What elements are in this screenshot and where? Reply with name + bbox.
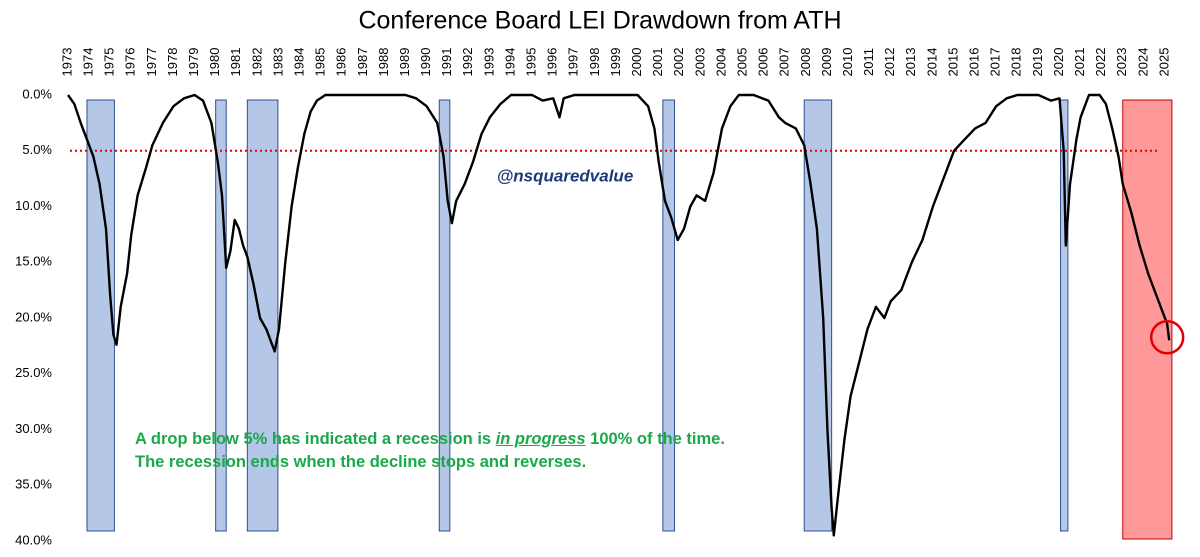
- x-tick-label: 1996: [545, 48, 560, 77]
- x-tick-label: 1976: [123, 48, 138, 77]
- current-shade: [1122, 99, 1173, 540]
- recession-shade: [438, 99, 451, 532]
- recession-shade: [86, 99, 115, 532]
- x-tick-label: 2019: [1030, 48, 1045, 77]
- x-tick-label: 1995: [524, 48, 539, 77]
- recession-shade: [1060, 99, 1069, 532]
- y-tick-label: 10.0%: [15, 198, 52, 213]
- annotation-text: A drop below 5% has indicated a recessio…: [135, 430, 492, 448]
- x-tick-label: 2025: [1156, 48, 1171, 77]
- x-tick-label: 2006: [756, 48, 771, 77]
- x-tick-label: 1979: [186, 48, 201, 77]
- annotation-line: The recession ends when the decline stop…: [135, 453, 587, 471]
- y-tick-label: 20.0%: [15, 309, 52, 324]
- x-tick-label: 2016: [967, 48, 982, 77]
- x-tick-label: 2021: [1072, 48, 1087, 77]
- recession-shade: [246, 99, 279, 532]
- chart-title: Conference Board LEI Drawdown from ATH: [358, 7, 841, 35]
- x-tick-label: 2002: [671, 48, 686, 77]
- annotation-emphasis: in progress: [495, 430, 586, 448]
- annotation-line: A drop below 5% has indicated a recessio…: [135, 428, 725, 451]
- x-tick-label: 1983: [270, 48, 285, 77]
- y-tick-label: 5.0%: [22, 142, 52, 157]
- x-tick-label: 2000: [629, 48, 644, 77]
- x-tick-label: 2020: [1051, 48, 1066, 77]
- x-tick-label: 1998: [587, 48, 602, 77]
- x-tick-label: 2003: [692, 48, 707, 77]
- highlight-circle: [1149, 320, 1185, 355]
- x-tick-label: 2017: [988, 48, 1003, 77]
- x-tick-label: 1990: [418, 48, 433, 77]
- x-tick-label: 1977: [144, 48, 159, 77]
- x-tick-label: 2011: [861, 48, 876, 76]
- x-tick-label: 1986: [334, 48, 349, 77]
- annotation: A drop below 5% has indicated a recessio…: [135, 428, 725, 474]
- x-tick-label: 2022: [1093, 48, 1108, 77]
- y-tick-label: 25.0%: [15, 365, 52, 380]
- x-tick-label: 1984: [291, 48, 306, 77]
- y-tick-label: 15.0%: [15, 254, 52, 269]
- x-tick-label: 1992: [460, 48, 475, 77]
- x-tick-label: 1999: [608, 48, 623, 77]
- x-tick-label: 1980: [207, 48, 222, 77]
- x-tick-label: 2009: [819, 48, 834, 77]
- watermark: @nsquaredvalue: [497, 166, 634, 185]
- y-tick-label: 35.0%: [15, 477, 52, 492]
- y-tick-label: 40.0%: [15, 532, 52, 547]
- y-tick-label: 30.0%: [15, 421, 52, 436]
- x-tick-label: 1973: [59, 48, 74, 77]
- data-line: [67, 93, 1171, 537]
- x-tick-label: 2012: [882, 48, 897, 77]
- x-tick-label: 1997: [566, 48, 581, 77]
- x-tick-label: 2014: [924, 48, 939, 77]
- recession-shade: [662, 99, 675, 532]
- x-tick-label: 1981: [228, 48, 243, 77]
- x-tick-label: 2013: [903, 48, 918, 77]
- x-tick-label: 2001: [650, 48, 665, 77]
- x-tick-label: 2024: [1135, 48, 1150, 77]
- x-tick-label: 1994: [502, 48, 517, 77]
- x-tick-label: 1978: [165, 48, 180, 77]
- x-tick-label: 2004: [713, 48, 728, 77]
- recession-shade: [215, 99, 227, 532]
- x-tick-label: 1975: [102, 48, 117, 77]
- x-tick-label: 2010: [840, 48, 855, 77]
- x-tick-label: 1993: [481, 48, 496, 77]
- x-tick-label: 2015: [945, 48, 960, 77]
- annotation-text: 100% of the time.: [590, 430, 725, 448]
- x-tick-label: 2008: [798, 48, 813, 77]
- x-tick-label: 2005: [734, 48, 749, 77]
- x-tick-label: 2007: [777, 48, 792, 77]
- x-tick-label: 1988: [376, 48, 391, 77]
- y-tick-label: 0.0%: [22, 86, 52, 101]
- x-tick-label: 1989: [397, 48, 412, 77]
- x-tick-label: 1974: [81, 48, 96, 77]
- x-tick-label: 2023: [1114, 48, 1129, 77]
- x-tick-label: 2018: [1009, 48, 1024, 77]
- x-tick-label: 1985: [313, 48, 328, 77]
- x-tick-label: 1987: [355, 48, 370, 77]
- x-tick-label: 1982: [249, 48, 264, 77]
- x-tick-label: 1991: [439, 48, 454, 77]
